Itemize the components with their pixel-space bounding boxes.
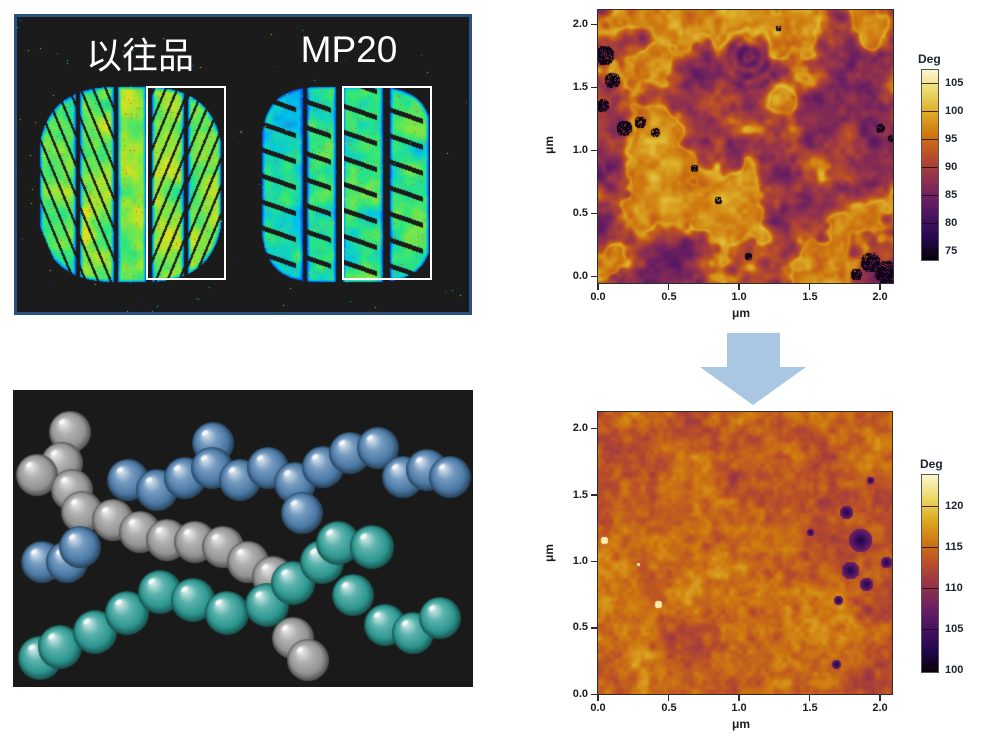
tick-mark	[591, 149, 597, 151]
highlight-box-right	[342, 86, 432, 280]
x-tick: 1.0	[731, 291, 747, 303]
x-tick: 1.5	[802, 291, 818, 303]
tick-mark	[591, 693, 597, 695]
y-axis-label: μm	[542, 543, 557, 563]
tick-mark	[591, 275, 597, 277]
x-tick: 0.0	[590, 702, 606, 714]
tick-mark	[591, 23, 597, 25]
x-tick: 2.0	[872, 291, 888, 303]
colorbar-tick: 110	[945, 582, 963, 594]
x-tick: 2.0	[872, 702, 888, 714]
x-axis-label: μm	[732, 306, 751, 320]
y-axis-label: μm	[542, 135, 557, 155]
afm-heatmap-after	[598, 412, 892, 694]
colorbar-tick: 115	[945, 541, 963, 553]
tick-mark	[738, 695, 740, 701]
y-tick: 1.0	[572, 144, 588, 156]
tick-mark	[591, 212, 597, 214]
colorbar-segment-line	[922, 223, 938, 224]
tick-mark	[591, 86, 597, 88]
colorbar-segment-line	[922, 506, 938, 507]
colorbar	[922, 475, 938, 672]
label-mp20: MP20	[300, 29, 398, 70]
tick-mark	[591, 560, 597, 562]
tick-mark	[591, 427, 597, 429]
colorbar-title: Deg	[918, 52, 941, 66]
colorbar-tick: 85	[945, 189, 958, 201]
colorbar-tick: 120	[945, 500, 964, 512]
y-tick: 2.0	[572, 18, 588, 30]
highlight-box-left	[146, 86, 226, 280]
tick-mark	[879, 695, 881, 701]
tick-mark	[597, 695, 599, 701]
colorbar-segment-line	[922, 195, 938, 196]
colorbar-tick: 105	[945, 623, 964, 635]
x-tick: 0.5	[661, 702, 677, 714]
tick-mark	[738, 284, 740, 290]
x-axis-label: μm	[732, 717, 751, 731]
y-tick: 0.5	[572, 207, 588, 219]
colorbar-segment-line	[922, 547, 938, 548]
colorbar-segment-line	[922, 139, 938, 140]
y-tick: 1.0	[572, 555, 588, 567]
y-tick: 0.0	[572, 688, 588, 700]
x-tick: 1.5	[802, 702, 818, 714]
tick-mark	[667, 284, 670, 290]
colorbar-tick: 105	[945, 77, 964, 89]
tick-mark	[591, 494, 597, 496]
y-tick: 2.0	[572, 422, 588, 434]
tick-mark	[591, 627, 597, 629]
x-tick: 0.0	[590, 291, 606, 303]
y-tick: 0.5	[572, 621, 588, 633]
colorbar-segment-line	[922, 167, 938, 168]
down-arrow-shape	[700, 333, 806, 405]
colorbar-tick: 90	[945, 161, 958, 173]
tick-mark	[808, 695, 811, 701]
colorbar-tick: 100	[945, 105, 964, 117]
down-arrow	[700, 333, 806, 405]
y-tick: 0.0	[572, 270, 588, 282]
tick-mark	[667, 695, 670, 701]
tick-mark	[597, 284, 599, 290]
polymer-chains-render	[13, 390, 473, 687]
colorbar	[922, 70, 938, 260]
x-tick: 1.0	[731, 702, 747, 714]
colorbar-segment-line	[922, 83, 938, 84]
y-tick: 1.5	[572, 489, 588, 501]
y-tick: 1.5	[572, 81, 588, 93]
polymer-model-panel	[13, 390, 473, 687]
colorbar-tick: 80	[945, 217, 958, 229]
tire-thermal-map	[17, 17, 469, 312]
colorbar-segment-line	[922, 629, 938, 630]
colorbar-tick: 75	[945, 245, 958, 257]
afm-heatmap-before	[598, 10, 893, 283]
colorbar-tick: 95	[945, 133, 958, 145]
colorbar-segment-line	[922, 668, 938, 669]
tick-mark	[879, 284, 881, 290]
tire-thermal-panel: 以往品 MP20	[14, 14, 472, 315]
colorbar-segment-line	[922, 251, 938, 252]
label-previous-product: 以往品	[85, 35, 194, 76]
x-tick: 0.5	[661, 291, 677, 303]
colorbar-title: Deg	[920, 457, 943, 471]
tick-mark	[808, 284, 811, 290]
colorbar-segment-line	[922, 111, 938, 112]
colorbar-tick: 100	[945, 664, 964, 676]
colorbar-segment-line	[922, 588, 938, 589]
